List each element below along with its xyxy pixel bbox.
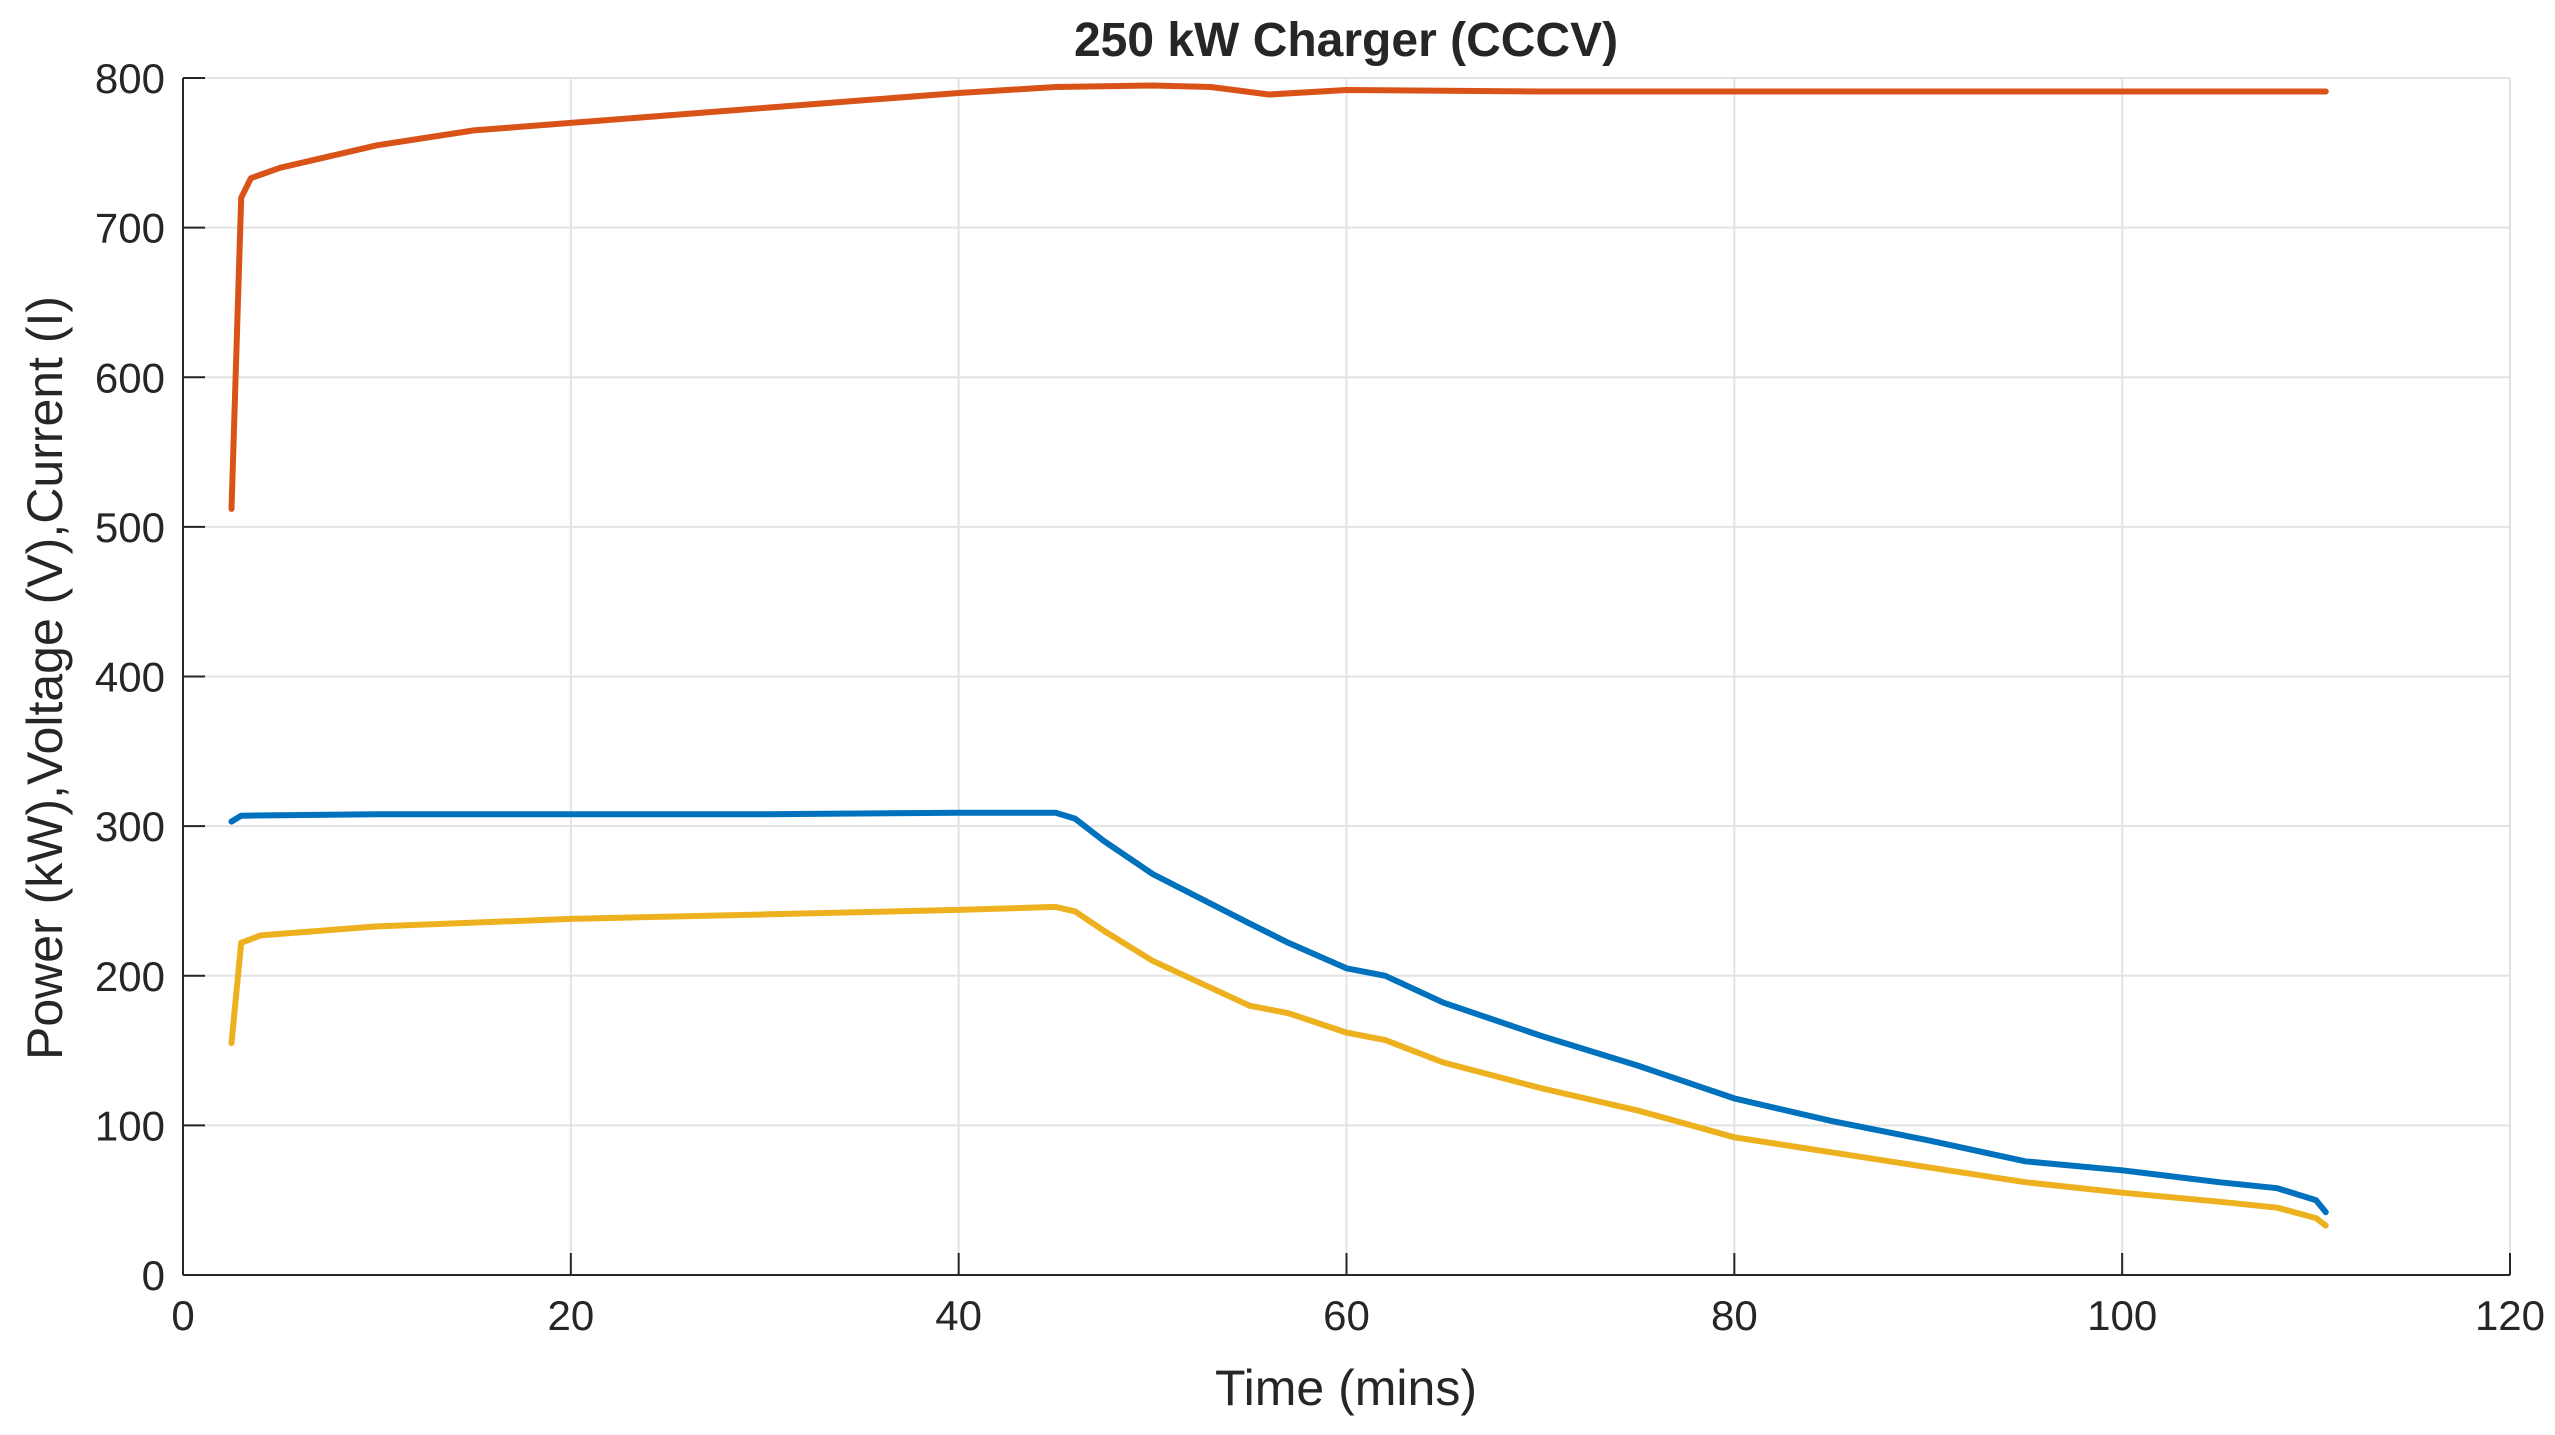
y-tick-label: 300	[95, 803, 165, 850]
y-axis-label: Power (kW),Voltage (V),Current (I)	[17, 296, 73, 1060]
x-tick-label: 100	[2087, 1292, 2157, 1339]
x-tick-label: 120	[2475, 1292, 2545, 1339]
series-line-2	[228, 903, 2329, 1229]
y-tick-label: 600	[95, 354, 165, 401]
y-tick-label: 800	[95, 55, 165, 102]
y-tick-label: 100	[95, 1102, 165, 1149]
x-tick-label: 80	[1711, 1292, 1758, 1339]
y-tick-label: 700	[95, 205, 165, 252]
series-line-0	[228, 82, 2329, 512]
x-tick-label: 40	[935, 1292, 982, 1339]
x-tick-label: 20	[547, 1292, 594, 1339]
y-tick-label: 400	[95, 654, 165, 701]
x-tick-label: 0	[171, 1292, 194, 1339]
y-tick-label: 0	[142, 1252, 165, 1299]
chart-title: 250 kW Charger (CCCV)	[1074, 14, 1618, 67]
x-axis-label: Time (mins)	[1215, 1360, 1477, 1416]
x-tick-label: 60	[1323, 1292, 1370, 1339]
series-line-1	[228, 809, 2329, 1216]
axes: 0 20 40 60 80 100 120 0 100 200 300 400 500 600 700 800	[95, 55, 2545, 1339]
y-tick-label: 500	[95, 504, 165, 551]
series-group	[228, 82, 2329, 1229]
y-tick-label: 200	[95, 953, 165, 1000]
grid	[182, 77, 2511, 1276]
